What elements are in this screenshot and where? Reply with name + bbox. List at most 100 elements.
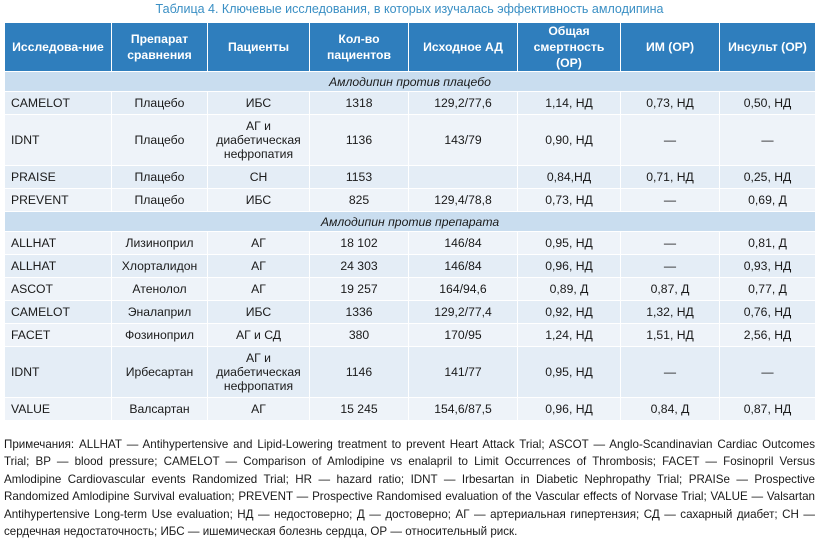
cell-count: 18 102 (309, 231, 409, 255)
table-row: ALLHAT Лизиноприл АГ 18 102 146/84 0,95, НД —0… (4, 231, 816, 255)
cell-mi: 0,84, Д (620, 397, 720, 421)
cell-baseline-bp: 129,2/77,6 (408, 91, 518, 115)
cell-baseline-bp (408, 165, 518, 189)
cell-baseline-bp: 146/84 (408, 231, 518, 255)
cell-stroke: 0,77, Д (719, 277, 816, 301)
table-row: IDNT Ирбесартан АГ и диабетическая нефропа… (4, 346, 816, 398)
cell-stroke: 0,76, НД (719, 300, 816, 324)
cell-stroke: 0,69, Д (719, 188, 816, 212)
cell-mi: — (620, 114, 720, 166)
header-patients: Пациенты (207, 22, 310, 72)
header-count: Кол-во пациентов (309, 22, 409, 72)
table-row: PRAISE Плацебо СН 1153 0,84,НД 0,71, НД 0,25, … (4, 165, 816, 189)
cell-patients: СН (207, 165, 310, 189)
cell-comparator: Валсартан (111, 397, 208, 421)
header-row: Исследова-ние Препарат сравнения Пациент… (4, 22, 816, 72)
cell-count: 24 303 (309, 254, 409, 278)
cell-mortality: 0,89, Д (517, 277, 621, 301)
table-row: ALLHAT Хлорталидон АГ 24 303 146/84 0,96, НД —… (4, 254, 816, 278)
header-mi: ИМ (ОР) (620, 22, 720, 72)
table-row: CAMELOT Плацебо ИБС 1318 129,2/77,6 1,14, НД 0… (4, 91, 816, 115)
cell-comparator: Плацебо (111, 188, 208, 212)
cell-study: ALLHAT (4, 231, 112, 255)
cell-stroke: 0,87, НД (719, 397, 816, 421)
cell-baseline-bp: 170/95 (408, 323, 518, 347)
cell-mi: — (620, 254, 720, 278)
cell-mi: 0,87, Д (620, 277, 720, 301)
cell-count: 1318 (309, 91, 409, 115)
cell-patients: ИБС (207, 188, 310, 212)
cell-baseline-bp: 143/79 (408, 114, 518, 166)
section-row: Амлодипин против препарата (4, 211, 816, 232)
cell-study: CAMELOT (4, 91, 112, 115)
studies-table: Исследова-ние Препарат сравнения Пациент… (4, 22, 816, 421)
cell-count: 1136 (309, 114, 409, 166)
cell-stroke: — (719, 346, 816, 398)
cell-study: PREVENT (4, 188, 112, 212)
cell-mortality: 1,24, НД (517, 323, 621, 347)
table-row: IDNT Плацебо АГ и диабетическая нефропатия… (4, 114, 816, 166)
cell-baseline-bp: 164/94,6 (408, 277, 518, 301)
header-comparator: Препарат сравнения (111, 22, 208, 72)
cell-mortality: 0,96, НД (517, 254, 621, 278)
header-baseline-bp: Исходное АД (408, 22, 518, 72)
cell-comparator: Фозиноприл (111, 323, 208, 347)
cell-comparator: Хлорталидон (111, 254, 208, 278)
cell-comparator: Плацебо (111, 165, 208, 189)
cell-stroke: 0,93, НД (719, 254, 816, 278)
cell-mortality: 0,92, НД (517, 300, 621, 324)
cell-mortality: 0,73, НД (517, 188, 621, 212)
cell-patients: АГ и диабетическая нефропатия (207, 114, 310, 166)
cell-baseline-bp: 154,6/87,5 (408, 397, 518, 421)
cell-patients: АГ (207, 254, 310, 278)
section-title: Амлодипин против препарата (4, 211, 816, 232)
cell-stroke: 0,50, НД (719, 91, 816, 115)
cell-mortality: 0,95, НД (517, 231, 621, 255)
cell-stroke: 0,81, Д (719, 231, 816, 255)
cell-mi: — (620, 231, 720, 255)
cell-study: ALLHAT (4, 254, 112, 278)
cell-count: 825 (309, 188, 409, 212)
cell-mi: 0,71, НД (620, 165, 720, 189)
cell-comparator: Плацебо (111, 114, 208, 166)
table-row: ASCOT Атенолол АГ 19 257 164/94,6 0,89, Д 0,87… (4, 277, 816, 301)
cell-mortality: 1,14, НД (517, 91, 621, 115)
table-row: PREVENT Плацебо ИБС 825 129,4/78,8 0,73, НД —0… (4, 188, 816, 212)
cell-count: 1336 (309, 300, 409, 324)
cell-count: 380 (309, 323, 409, 347)
table-row: CAMELOT Эналаприл ИБС 1336 129,2/77,4 0,92, Н… (4, 300, 816, 324)
table-notes: Примечания: ALLHAT — Antihypertensive an… (4, 438, 815, 539)
cell-study: ASCOT (4, 277, 112, 301)
section-title: Амлодипин против плацебо (4, 71, 816, 92)
cell-comparator: Эналаприл (111, 300, 208, 324)
cell-count: 1146 (309, 346, 409, 398)
cell-baseline-bp: 146/84 (408, 254, 518, 278)
cell-mi: — (620, 346, 720, 398)
cell-patients: АГ (207, 231, 310, 255)
cell-comparator: Ирбесартан (111, 346, 208, 398)
cell-baseline-bp: 129,4/78,8 (408, 188, 518, 212)
cell-baseline-bp: 141/77 (408, 346, 518, 398)
cell-mi: 0,73, НД (620, 91, 720, 115)
cell-comparator: Плацебо (111, 91, 208, 115)
cell-baseline-bp: 129,2/77,4 (408, 300, 518, 324)
header-study: Исследова-ние (4, 22, 112, 72)
cell-mortality: 0,90, НД (517, 114, 621, 166)
table-row: FACET Фозиноприл АГ и СД 380 170/95 1,24, НД 1… (4, 323, 816, 347)
cell-patients: ИБС (207, 91, 310, 115)
cell-study: CAMELOT (4, 300, 112, 324)
cell-mortality: 0,84,НД (517, 165, 621, 189)
header-mortality: Общая смертность (ОР) (517, 22, 621, 72)
cell-patients: АГ и СД (207, 323, 310, 347)
cell-stroke: 2,56, НД (719, 323, 816, 347)
cell-mi: 1,32, НД (620, 300, 720, 324)
cell-study: IDNT (4, 114, 112, 166)
cell-study: PRAISE (4, 165, 112, 189)
cell-comparator: Атенолол (111, 277, 208, 301)
cell-mortality: 0,95, НД (517, 346, 621, 398)
section-row: Амлодипин против плацебо (4, 71, 816, 92)
header-stroke: Инсульт (ОР) (719, 22, 816, 72)
table-caption: Таблица 4. Ключевые исследования, в кото… (155, 2, 664, 16)
cell-stroke: 0,25, НД (719, 165, 816, 189)
cell-mortality: 0,96, НД (517, 397, 621, 421)
